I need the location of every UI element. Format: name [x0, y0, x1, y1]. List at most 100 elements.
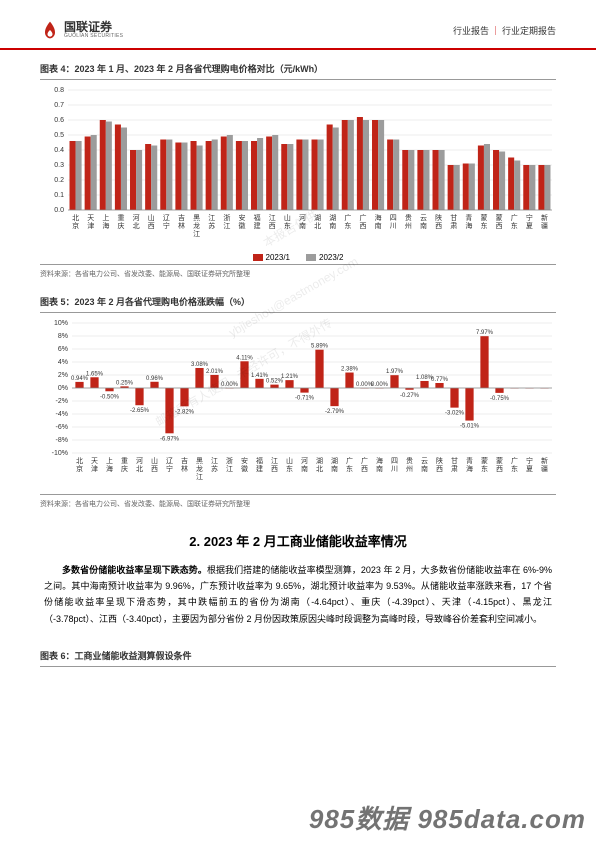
svg-text:-4%: -4%: [56, 411, 68, 418]
svg-text:青: 青: [465, 213, 472, 222]
svg-text:0.96%: 0.96%: [146, 376, 164, 382]
svg-text:东: 东: [344, 221, 351, 230]
svg-text:4.11%: 4.11%: [236, 355, 253, 361]
svg-text:0.77%: 0.77%: [431, 377, 449, 383]
svg-text:山: 山: [284, 213, 291, 222]
svg-text:吉: 吉: [178, 214, 185, 222]
svg-text:北: 北: [72, 214, 79, 222]
svg-text:1.21%: 1.21%: [281, 374, 299, 380]
section-heading: 2. 2023 年 2 月工商业储能收益率情况: [40, 531, 556, 550]
chart5-source: 资料来源：各省电力公司、省发改委、能源局、国联证券研究所整理: [40, 494, 556, 513]
svg-text:7.97%: 7.97%: [476, 330, 494, 336]
svg-text:海: 海: [465, 221, 472, 230]
svg-text:1.65%: 1.65%: [86, 371, 104, 377]
svg-text:0%: 0%: [58, 385, 68, 392]
svg-text:宁: 宁: [526, 213, 533, 222]
svg-text:蒙: 蒙: [496, 456, 503, 465]
svg-text:南: 南: [331, 464, 338, 473]
svg-text:津: 津: [87, 222, 94, 230]
logo-text: 国联证券: [64, 21, 123, 33]
chart4-source: 资料来源：各省电力公司、省发改委、能源局、国联证券研究所整理: [40, 264, 556, 283]
svg-text:黑: 黑: [196, 457, 203, 465]
svg-text:山: 山: [148, 213, 155, 222]
svg-text:6%: 6%: [58, 346, 68, 353]
svg-text:广: 广: [511, 456, 518, 465]
svg-text:蒙: 蒙: [481, 456, 488, 465]
svg-text:吉: 吉: [181, 457, 188, 465]
svg-text:新: 新: [541, 213, 548, 222]
svg-text:西: 西: [436, 465, 443, 473]
svg-text:江: 江: [226, 465, 233, 473]
chart4: 0.00.10.20.30.40.50.60.70.8北京天津上海重庆河北山西辽…: [40, 84, 556, 244]
svg-text:河: 河: [299, 214, 306, 222]
footer-watermark: 985数据 985data.com: [309, 799, 586, 836]
svg-text:-0.27%: -0.27%: [400, 393, 420, 399]
svg-text:江: 江: [211, 457, 218, 465]
svg-text:湖: 湖: [316, 456, 323, 465]
svg-text:北: 北: [133, 222, 140, 230]
svg-text:4%: 4%: [58, 359, 68, 366]
svg-text:河: 河: [136, 457, 143, 465]
svg-text:西: 西: [496, 222, 503, 230]
svg-text:-2.65%: -2.65%: [130, 408, 150, 414]
svg-text:-0.50%: -0.50%: [100, 394, 120, 400]
svg-text:1.97%: 1.97%: [386, 369, 404, 375]
svg-text:广: 广: [346, 456, 353, 465]
svg-text:夏: 夏: [526, 222, 533, 230]
svg-text:陕: 陕: [435, 213, 442, 222]
svg-text:0.0: 0.0: [54, 207, 64, 214]
svg-text:广: 广: [344, 213, 351, 222]
chart4-legend: 2023/1 2023/2: [40, 253, 556, 262]
svg-text:南: 南: [421, 464, 428, 473]
svg-text:西: 西: [151, 465, 158, 473]
svg-text:建: 建: [254, 221, 261, 230]
svg-text:西: 西: [361, 465, 368, 473]
svg-text:林: 林: [181, 464, 188, 473]
svg-text:海: 海: [102, 221, 109, 230]
svg-text:海: 海: [106, 464, 113, 473]
svg-text:广: 广: [511, 213, 518, 222]
svg-text:西: 西: [496, 465, 503, 473]
svg-text:蒙: 蒙: [496, 213, 503, 222]
svg-text:州: 州: [406, 465, 413, 473]
svg-text:北: 北: [314, 222, 321, 230]
svg-text:海: 海: [376, 456, 383, 465]
svg-text:京: 京: [72, 221, 79, 230]
body-paragraph: 多数省份储能收益率呈现下跌态势。根据我们搭建的储能收益率模型测算，2023 年 …: [40, 562, 556, 627]
svg-text:徽: 徽: [241, 464, 248, 473]
svg-text:安: 安: [238, 213, 245, 222]
svg-text:南: 南: [301, 464, 308, 473]
svg-text:山: 山: [286, 456, 293, 465]
svg-text:甘: 甘: [450, 213, 457, 222]
svg-text:林: 林: [178, 221, 185, 230]
svg-text:广: 广: [361, 456, 368, 465]
svg-text:西: 西: [271, 465, 278, 473]
svg-text:徽: 徽: [238, 221, 245, 230]
svg-text:东: 东: [511, 464, 518, 473]
svg-text:四: 四: [391, 457, 398, 465]
svg-text:重: 重: [117, 214, 124, 222]
svg-text:东: 东: [346, 464, 353, 473]
svg-text:川: 川: [391, 465, 398, 473]
breadcrumb-a: 行业报告: [453, 26, 489, 36]
svg-text:龙: 龙: [196, 464, 203, 473]
svg-text:广: 广: [359, 213, 366, 222]
svg-text:-10%: -10%: [52, 450, 68, 457]
svg-text:-8%: -8%: [56, 437, 68, 444]
chart6-title: 图表 6：工商业储能收益测算假设条件: [40, 637, 556, 667]
svg-text:苏: 苏: [211, 464, 218, 473]
svg-text:京: 京: [76, 464, 83, 473]
svg-text:重: 重: [121, 457, 128, 465]
svg-text:安: 安: [241, 456, 248, 465]
svg-text:0.2: 0.2: [54, 177, 64, 184]
svg-text:东: 东: [511, 221, 518, 230]
svg-text:州: 州: [405, 222, 412, 230]
svg-text:河: 河: [301, 457, 308, 465]
svg-text:湖: 湖: [314, 213, 321, 222]
svg-text:福: 福: [256, 456, 263, 465]
svg-text:贵: 贵: [406, 456, 413, 465]
svg-text:0.3: 0.3: [54, 162, 64, 169]
flame-icon: [40, 20, 60, 40]
svg-text:南: 南: [375, 221, 382, 230]
svg-text:川: 川: [390, 222, 397, 230]
